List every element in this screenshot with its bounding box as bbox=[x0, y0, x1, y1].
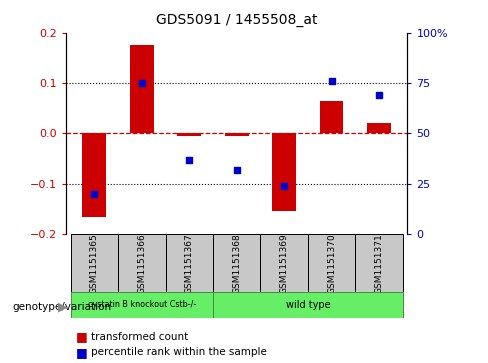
Bar bbox=[165, 234, 213, 292]
Text: transformed count: transformed count bbox=[91, 332, 188, 342]
Bar bbox=[71, 292, 213, 318]
Bar bbox=[355, 234, 403, 292]
Text: GSM1151366: GSM1151366 bbox=[137, 233, 146, 294]
Point bbox=[185, 157, 193, 163]
Point bbox=[138, 80, 146, 86]
Text: GSM1151367: GSM1151367 bbox=[185, 233, 194, 294]
Text: GSM1151369: GSM1151369 bbox=[280, 233, 288, 294]
Bar bbox=[367, 123, 391, 134]
Text: wild type: wild type bbox=[285, 300, 330, 310]
Text: GSM1151371: GSM1151371 bbox=[374, 233, 384, 294]
Text: ▶: ▶ bbox=[58, 300, 67, 313]
Bar bbox=[320, 101, 344, 134]
Point bbox=[90, 191, 98, 197]
Text: GDS5091 / 1455508_at: GDS5091 / 1455508_at bbox=[156, 13, 317, 27]
Text: percentile rank within the sample: percentile rank within the sample bbox=[91, 347, 267, 357]
Text: GSM1151365: GSM1151365 bbox=[90, 233, 99, 294]
Text: ■: ■ bbox=[76, 346, 87, 359]
Text: GSM1151368: GSM1151368 bbox=[232, 233, 241, 294]
Bar bbox=[130, 45, 154, 134]
Text: genotype/variation: genotype/variation bbox=[12, 302, 111, 312]
Bar bbox=[213, 292, 403, 318]
Bar bbox=[213, 234, 261, 292]
Bar bbox=[261, 234, 308, 292]
Bar bbox=[308, 234, 355, 292]
Bar bbox=[225, 134, 248, 136]
Point bbox=[327, 78, 335, 84]
Bar bbox=[71, 234, 118, 292]
Point bbox=[233, 167, 241, 172]
Bar bbox=[177, 134, 201, 136]
Bar bbox=[118, 234, 165, 292]
Bar bbox=[272, 134, 296, 212]
Text: ■: ■ bbox=[76, 330, 87, 343]
Bar bbox=[82, 134, 106, 216]
Point bbox=[375, 92, 383, 98]
Point bbox=[280, 183, 288, 189]
Text: cystatin B knockout Cstb-/-: cystatin B knockout Cstb-/- bbox=[88, 301, 196, 309]
Text: GSM1151370: GSM1151370 bbox=[327, 233, 336, 294]
